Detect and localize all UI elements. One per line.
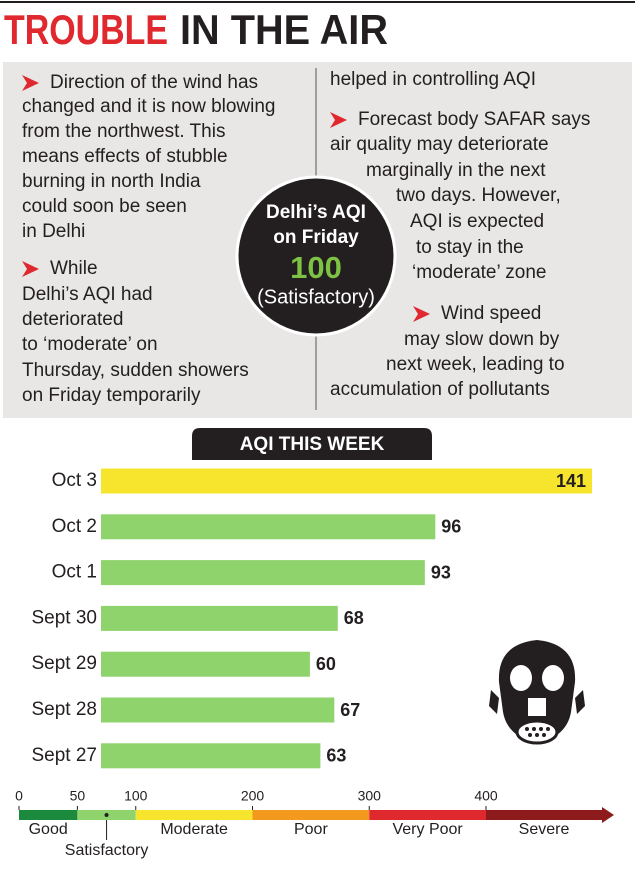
value-label: 63: [326, 746, 346, 766]
scale-tick-label: 0: [15, 788, 23, 804]
note-line: two days. However,: [396, 185, 561, 206]
note-line: in Delhi: [22, 221, 85, 242]
scale-label: Very Poor: [392, 821, 463, 838]
scale-label: Good: [29, 821, 68, 838]
y-tick-label: Sept 29: [32, 653, 98, 674]
y-tick-label: Sept 27: [32, 745, 98, 766]
scale-tick-label: 50: [70, 788, 86, 804]
note-line: may slow down by: [404, 329, 560, 350]
note-line: Wind speed: [441, 303, 541, 324]
bullet-arrow: [330, 112, 347, 128]
bar: [101, 605, 338, 631]
note-line: means effects of stubble: [22, 146, 228, 167]
y-tick-label: Oct 3: [52, 470, 97, 491]
scale-tick-label: 200: [241, 788, 265, 804]
scale-tick-label: 100: [124, 788, 148, 804]
note-line: on Friday temporarily: [22, 385, 201, 406]
bullet-arrow: [413, 306, 430, 322]
note-line: Thursday, sudden showers: [22, 360, 249, 381]
scale-label: Poor: [294, 821, 328, 838]
bullet-arrow: [22, 261, 39, 277]
scale-band: [486, 810, 602, 820]
scale-band: [252, 810, 370, 820]
mask-eye: [542, 665, 564, 691]
bar: [101, 697, 335, 723]
title: IN THE AIR: [180, 6, 388, 53]
note-line: changed and it is now blowing: [22, 96, 276, 117]
value-label: 93: [431, 562, 451, 582]
value-label: 60: [316, 654, 336, 674]
title-highlight: TROUBLE: [4, 6, 168, 53]
mask-strap: [489, 690, 499, 714]
callout-text: on Friday: [273, 227, 359, 248]
note-line: to ‘moderate’ on: [22, 334, 158, 355]
note-line: to stay in the: [416, 237, 524, 258]
y-tick-label: Sept 28: [32, 699, 98, 720]
note-line: AQI is expected: [410, 211, 544, 232]
note-line: Forecast body SAFAR says: [358, 109, 590, 130]
callout-status: (Satisfactory): [257, 286, 375, 308]
bar: [101, 468, 592, 494]
value-label: 67: [340, 700, 360, 720]
scale-arrow: [602, 807, 614, 823]
scale-pointer-dot: [104, 813, 109, 817]
chart-title-tab: [192, 428, 432, 460]
note-line: Delhi’s AQI had: [22, 284, 153, 305]
scale-label: Severe: [519, 821, 570, 838]
mask-strap: [575, 690, 585, 714]
y-tick-label: Sept 30: [32, 607, 98, 628]
note-line: air quality may deteriorate: [330, 134, 549, 155]
chart-title: AQI THIS WEEK: [240, 434, 385, 455]
bar: [101, 514, 436, 540]
scale-label: Moderate: [160, 821, 228, 838]
mask-filter: [515, 719, 559, 745]
y-tick-label: Oct 2: [52, 516, 97, 537]
gas-mask-icon: [489, 640, 585, 745]
mask-nose: [528, 698, 546, 716]
note-line: marginally in the next: [366, 160, 546, 181]
scale-band: [19, 810, 78, 820]
value-label: 68: [344, 608, 364, 628]
note-line: helped in controlling AQI: [330, 69, 536, 90]
scale-tick-label: 300: [358, 788, 382, 804]
note-line: ‘moderate’ zone: [412, 262, 546, 283]
scale-band: [135, 810, 253, 820]
bullet-arrow: [22, 75, 39, 91]
note-line: deteriorated: [22, 309, 123, 330]
note-line: accumulation of pollutants: [330, 379, 550, 400]
mask-eye: [510, 665, 532, 691]
callout-text: Delhi’s AQI: [266, 202, 366, 223]
scale-tick-label: 400: [474, 788, 498, 804]
note-line: next week, leading to: [386, 354, 565, 375]
note-line: While: [50, 258, 98, 279]
value-label: 96: [441, 517, 461, 537]
note-line: could soon be seen: [22, 196, 187, 217]
note-line: from the northwest. This: [22, 121, 225, 142]
note-line: burning in north India: [22, 171, 201, 192]
callout-circle: [235, 175, 397, 337]
scale-label: Satisfactory: [65, 842, 149, 859]
value-label: 141: [556, 471, 586, 491]
filter-holes: [525, 727, 550, 737]
y-tick-label: Oct 1: [52, 562, 97, 583]
callout-value: 100: [290, 250, 342, 285]
scale-band: [369, 810, 486, 820]
note-line: Direction of the wind has: [50, 72, 258, 93]
bar: [101, 743, 321, 769]
bar: [101, 651, 310, 677]
bar: [101, 560, 425, 586]
